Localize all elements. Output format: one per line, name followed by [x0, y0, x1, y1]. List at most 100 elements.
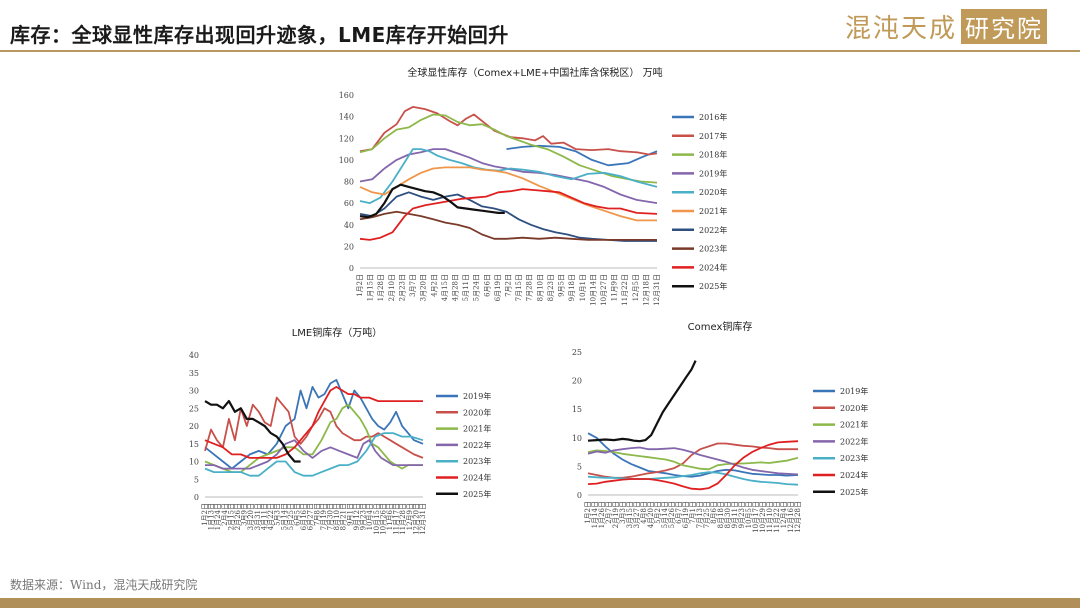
x-tick-label: 10月29日: [759, 501, 767, 533]
footer-bar: [0, 598, 1080, 608]
series-line-2024年: [204, 386, 423, 459]
x-tick-label: 11月6日: [386, 503, 394, 530]
x-tick-label: 11月9日: [611, 274, 619, 301]
x-tick-label: 12月18日: [642, 274, 650, 306]
y-tick-label: 40: [344, 221, 354, 230]
y-tick-label: 5: [577, 462, 582, 471]
legend-label: 2018年: [699, 150, 727, 160]
series-line-2025年: [587, 360, 697, 443]
x-tick-label: 7月8日: [313, 503, 321, 526]
series-line-2023年: [359, 210, 657, 241]
y-tick-label: 0: [349, 264, 354, 273]
x-tick-label: 12月28日: [794, 501, 802, 533]
x-tick-label: 7月25日: [703, 501, 711, 528]
y-tick-label: 20: [572, 377, 582, 386]
x-tick-label: 12月9日: [406, 503, 414, 530]
legend-label: 2025年: [699, 281, 727, 291]
x-tick-label: 9月5日: [558, 274, 566, 297]
header-rule: [0, 50, 1080, 52]
x-tick-label: 10月15日: [373, 503, 381, 535]
x-tick-label: 7月19日: [320, 503, 328, 530]
x-tick-label: 8月10日: [536, 274, 544, 301]
x-tick-label: 1月26日: [598, 501, 606, 528]
x-tick-label: 5月14日: [661, 501, 669, 528]
chart-2: LME铜库存（万吨） 0 5 10 15 20 25 30 35 40 1月2日1月13日1月24日…: [189, 326, 492, 535]
series-line-2019年: [587, 432, 799, 478]
x-tick-label: 9月18日: [568, 274, 576, 301]
x-tick-label: 3月7日: [409, 274, 417, 297]
legend-label: 2019年: [840, 386, 868, 396]
y-tick-label: 15: [572, 405, 582, 414]
x-tick-label: 9月23日: [738, 501, 746, 528]
series-line-2024年: [359, 188, 658, 241]
legend-label: 2022年: [840, 436, 868, 446]
legend-label: 2021年: [463, 424, 491, 434]
x-tick-label: 2月4日: [221, 503, 229, 526]
x-tick-label: 10月27日: [600, 274, 608, 306]
y-tick-label: 20: [189, 422, 199, 431]
x-tick-label: 8月10日: [333, 503, 341, 530]
legend-label: 2024年: [699, 262, 727, 272]
chart-title: LME铜库存（万吨）: [292, 326, 383, 339]
series-line-2021年: [587, 449, 799, 471]
x-tick-label: 11月22日: [773, 501, 781, 533]
x-tick-label: 12月5日: [632, 274, 640, 301]
x-tick-label: 1月28日: [377, 274, 385, 301]
y-tick-label: 25: [189, 404, 199, 413]
y-tick-label: 35: [189, 369, 199, 378]
x-tick-label: 9月23日: [360, 503, 368, 530]
chart-title: Comex铜库存: [688, 320, 753, 333]
y-tick-label: 10: [572, 434, 582, 443]
x-tick-label: 7月13日: [696, 501, 704, 528]
series-line-2025年: [204, 400, 301, 463]
x-tick-label: 12月31日: [419, 503, 427, 535]
legend-label: 2023年: [699, 244, 727, 254]
legend-label: 2022年: [699, 225, 727, 235]
legend-label: 2023年: [463, 456, 491, 466]
x-tick-label: 6月6日: [483, 274, 491, 297]
x-tick-label: 9月12日: [353, 503, 361, 530]
x-tick-label: 5月24日: [473, 274, 481, 301]
series-line-2025年: [359, 183, 505, 219]
y-tick-label: 120: [339, 134, 354, 143]
chart-1: 全球显性库存（Comex+LME+中国社库含保税区） 万吨 0 20 40 60 80 10…: [339, 66, 728, 306]
legend-label: 2021年: [699, 206, 727, 216]
x-tick-label: 2月10日: [388, 274, 396, 301]
series-line-2023年: [587, 471, 799, 486]
legend-label: 2020年: [699, 187, 727, 197]
y-tick-label: 140: [339, 113, 354, 122]
x-tick-label: 2月23日: [398, 274, 406, 301]
x-tick-label: 7月28日: [526, 274, 534, 301]
y-tick-label: 80: [344, 178, 354, 187]
x-tick-label: 3月27日: [633, 501, 641, 528]
series-line-2019年: [359, 148, 658, 204]
x-tick-label: 3月15日: [626, 501, 634, 528]
x-tick-label: 7月2日: [505, 274, 513, 297]
x-tick-label: 10月1日: [579, 274, 587, 301]
x-tick-label: 6月19日: [682, 501, 690, 528]
x-tick-label: 10月17日: [752, 501, 760, 533]
x-tick-label: 6月7日: [675, 501, 683, 524]
x-tick-label: 2月7日: [605, 501, 613, 524]
logo-box: 研究院: [961, 9, 1048, 44]
legend-label: 2024年: [840, 470, 868, 480]
x-tick-label: 6月27日: [307, 503, 315, 530]
x-tick-label: 5月25日: [287, 503, 295, 530]
x-tick-label: 1月14日: [591, 501, 599, 528]
x-tick-label: 11月10日: [766, 501, 774, 533]
x-tick-label: 11月22日: [621, 274, 629, 306]
x-tick-label: 9月11日: [731, 501, 739, 528]
y-tick-label: 160: [339, 91, 354, 100]
x-tick-label: 1月2日: [201, 503, 209, 526]
legend-label: 2016年: [699, 112, 727, 122]
x-tick-label: 3月3日: [619, 501, 627, 524]
x-tick-label: 6月5日: [293, 503, 301, 526]
series-line-2024年: [587, 440, 799, 491]
x-tick-label: 1月15日: [367, 274, 375, 301]
x-tick-label: 5月3日: [274, 503, 282, 526]
legend-label: 2020年: [463, 407, 491, 417]
x-tick-label: 12月16日: [787, 501, 795, 533]
y-tick-label: 15: [189, 440, 199, 449]
legend-label: 2025年: [840, 487, 868, 497]
